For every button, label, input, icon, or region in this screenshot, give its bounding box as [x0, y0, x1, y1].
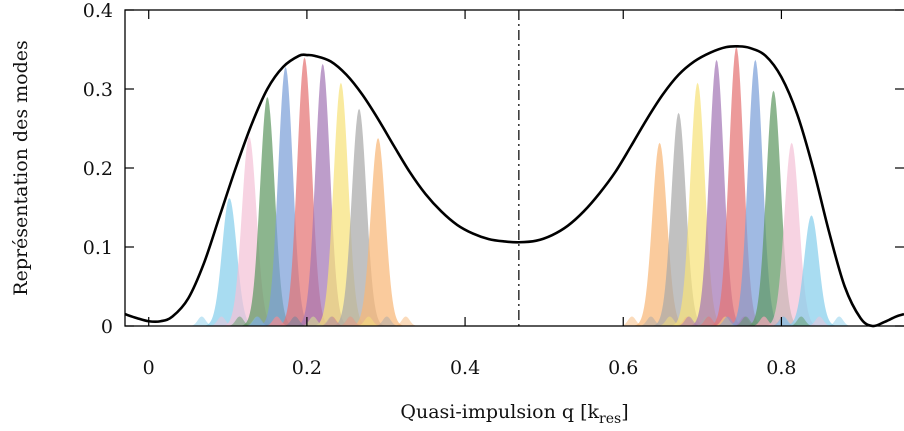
- mode-sidelobe-left-a-5: [261, 316, 293, 326]
- mode-sidelobe-right-a-8: [748, 316, 780, 326]
- axis-ticks: 0 0.2 0.4 0.6 0.8 0 0.1 0.2 0.3 0.4: [83, 0, 904, 379]
- y-tick-label: 0.4: [83, 0, 113, 22]
- mode-sidelobe-left-a-4: [242, 316, 274, 326]
- mode-peak-left-6: [293, 63, 352, 326]
- mode-peak-right-6: [726, 59, 785, 327]
- mode-sidelobes: [185, 316, 855, 326]
- mode-sidelobe-left-b-7: [352, 316, 385, 326]
- mode-sidelobe-right-a-1: [616, 316, 648, 326]
- y-tick-label: 0.3: [83, 79, 113, 101]
- y-tick-label: 0: [101, 316, 113, 338]
- mode-sidelobe-right-a-5: [692, 316, 725, 326]
- y-tick-label: 0.2: [83, 158, 113, 180]
- mode-peak-left-1: [200, 198, 259, 326]
- mode-sidelobe-right-a-9: [767, 316, 800, 326]
- mode-peak-right-7: [744, 90, 803, 326]
- mode-sidelobe-left-a-2: [205, 316, 238, 326]
- mode-peaks: [200, 47, 841, 327]
- mode-sidelobe-left-a-6: [279, 316, 311, 326]
- mode-sidelobe-right-a-4: [673, 316, 705, 326]
- mode-peak-left-4: [256, 66, 315, 326]
- envelope-curve: [124, 44, 904, 328]
- mode-sidelobe-left-a-9: [334, 316, 367, 326]
- mode-sidelobe-left-a-7: [297, 316, 330, 326]
- x-tick-label: 0.2: [292, 357, 322, 379]
- mode-peak-right-1: [630, 142, 689, 326]
- mode-sidelobe-left-a-1: [185, 316, 218, 326]
- mode-peak-right-5: [707, 47, 766, 326]
- x-axis-label-close: ]: [621, 401, 628, 423]
- mode-sidelobe-right-a-2: [635, 316, 667, 326]
- mode-peak-left-9: [348, 137, 408, 326]
- x-tick-label: 0.6: [608, 357, 638, 379]
- mode-peak-right-3: [668, 82, 727, 327]
- mode-peak-left-7: [311, 82, 371, 327]
- x-tick-label: 0.8: [766, 357, 796, 379]
- mode-peak-left-8: [329, 108, 389, 326]
- mode-sidelobe-right-b-7: [785, 316, 818, 326]
- x-tick-label: 0.4: [450, 357, 480, 379]
- mode-sidelobe-right-a-7: [730, 316, 762, 326]
- mode-sidelobe-right-b-9: [823, 316, 855, 326]
- x-tick-label: 0: [143, 357, 155, 379]
- mode-sidelobe-left-b-8: [370, 316, 403, 326]
- mode-sidelobe-right-b-8: [803, 316, 836, 326]
- mode-peak-right-4: [687, 59, 746, 327]
- mode-peak-left-2: [220, 136, 279, 326]
- y-axis-label: Représentation des modes: [10, 40, 32, 295]
- x-axis-label: Quasi-impulsion q [kres]: [400, 401, 628, 427]
- mode-sidelobe-left-b-9: [389, 316, 422, 326]
- mode-sidelobe-right-a-3: [654, 316, 686, 326]
- x-axis-label-main: Quasi-impulsion q [k: [400, 401, 599, 423]
- mode-peak-left-3: [238, 96, 297, 327]
- mode-sidelobe-left-a-3: [223, 316, 256, 326]
- mode-sidelobe-left-a-8: [315, 316, 348, 326]
- mode-sidelobe-right-a-6: [711, 316, 744, 326]
- x-axis-label-subscript: res: [599, 411, 621, 427]
- y-tick-label: 0.1: [83, 237, 113, 259]
- mode-peak-right-2: [649, 112, 708, 326]
- mode-peak-left-5: [275, 57, 334, 327]
- mode-peak-right-9: [782, 215, 841, 326]
- mode-peak-right-8: [762, 142, 821, 326]
